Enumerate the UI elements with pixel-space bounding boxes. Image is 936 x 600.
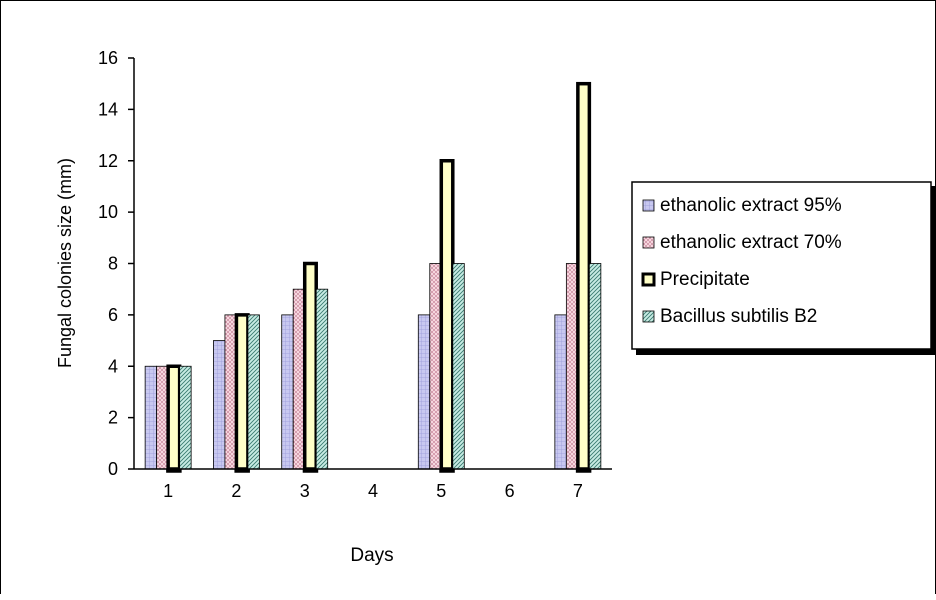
x-tick-label: 5	[436, 481, 446, 501]
x-tick-label: 6	[505, 481, 515, 501]
bar-precipitate-day-7	[576, 81, 592, 471]
x-tick-label: 3	[300, 481, 310, 501]
bar-bacillus-subtilis-b2-day-5	[452, 263, 465, 470]
bar-precipitate-day-1	[166, 364, 182, 471]
y-tick-label: 0	[108, 459, 118, 479]
legend: ethanolic extract 95% ethanolic extract 7…	[631, 181, 936, 355]
legend-label: Precipitate	[660, 269, 750, 290]
x-axis-label: Days	[350, 545, 393, 566]
legend-label: Bacillus subtilis B2	[660, 306, 817, 327]
bar-bacillus-subtilis-b2-day-1	[179, 365, 192, 470]
bar-ethanolic-extract-95--day-1	[144, 365, 158, 470]
y-tick-label: 4	[108, 356, 118, 376]
y-tick-label: 6	[108, 305, 118, 325]
legend-swatch	[642, 199, 655, 212]
bar-bacillus-subtilis-b2-day-2	[247, 314, 260, 470]
legend-label: ethanolic extract 70%	[660, 232, 842, 253]
bar-ethanolic-extract-95--day-5	[417, 314, 431, 470]
x-tick-label: 4	[368, 481, 378, 501]
y-axis-ticks: 0 2 4 6 8 10 12 14 16	[98, 48, 134, 479]
legend-swatch	[642, 310, 655, 323]
bar-ethanolic-extract-95--day-2	[213, 340, 226, 470]
y-tick-label: 8	[108, 254, 118, 274]
y-axis-label: Fungal colonies size (mm)	[55, 158, 75, 368]
legend-label: ethanolic extract 95%	[660, 195, 842, 216]
bar-precipitate-day-2	[234, 313, 250, 471]
bar-ethanolic-extract-95--day-7	[554, 314, 567, 470]
bar-bacillus-subtilis-b2-day-3	[315, 288, 329, 470]
y-tick-label: 2	[108, 408, 118, 428]
x-axis-ticks: 1 2 3 4 5 6 7	[163, 481, 583, 501]
legend-swatch	[642, 236, 655, 249]
x-tick-label: 1	[163, 481, 173, 501]
y-tick-label: 16	[98, 48, 118, 68]
bar-precipitate-day-5	[439, 159, 455, 471]
bar-bacillus-subtilis-b2-day-7	[588, 263, 602, 470]
x-tick-label: 2	[231, 481, 241, 501]
y-tick-label: 14	[98, 99, 118, 119]
y-axis-title: Fungal colonies size (mm)	[55, 158, 75, 368]
bar-series-group	[144, 81, 602, 473]
y-tick-label: 12	[98, 151, 118, 171]
bar-ethanolic-extract-95--day-3	[281, 314, 294, 470]
legend-box	[631, 181, 932, 350]
x-tick-label: 7	[573, 481, 583, 501]
legend-swatch	[641, 272, 656, 287]
bar-precipitate-day-3	[302, 261, 318, 471]
y-tick-label: 10	[98, 202, 118, 222]
